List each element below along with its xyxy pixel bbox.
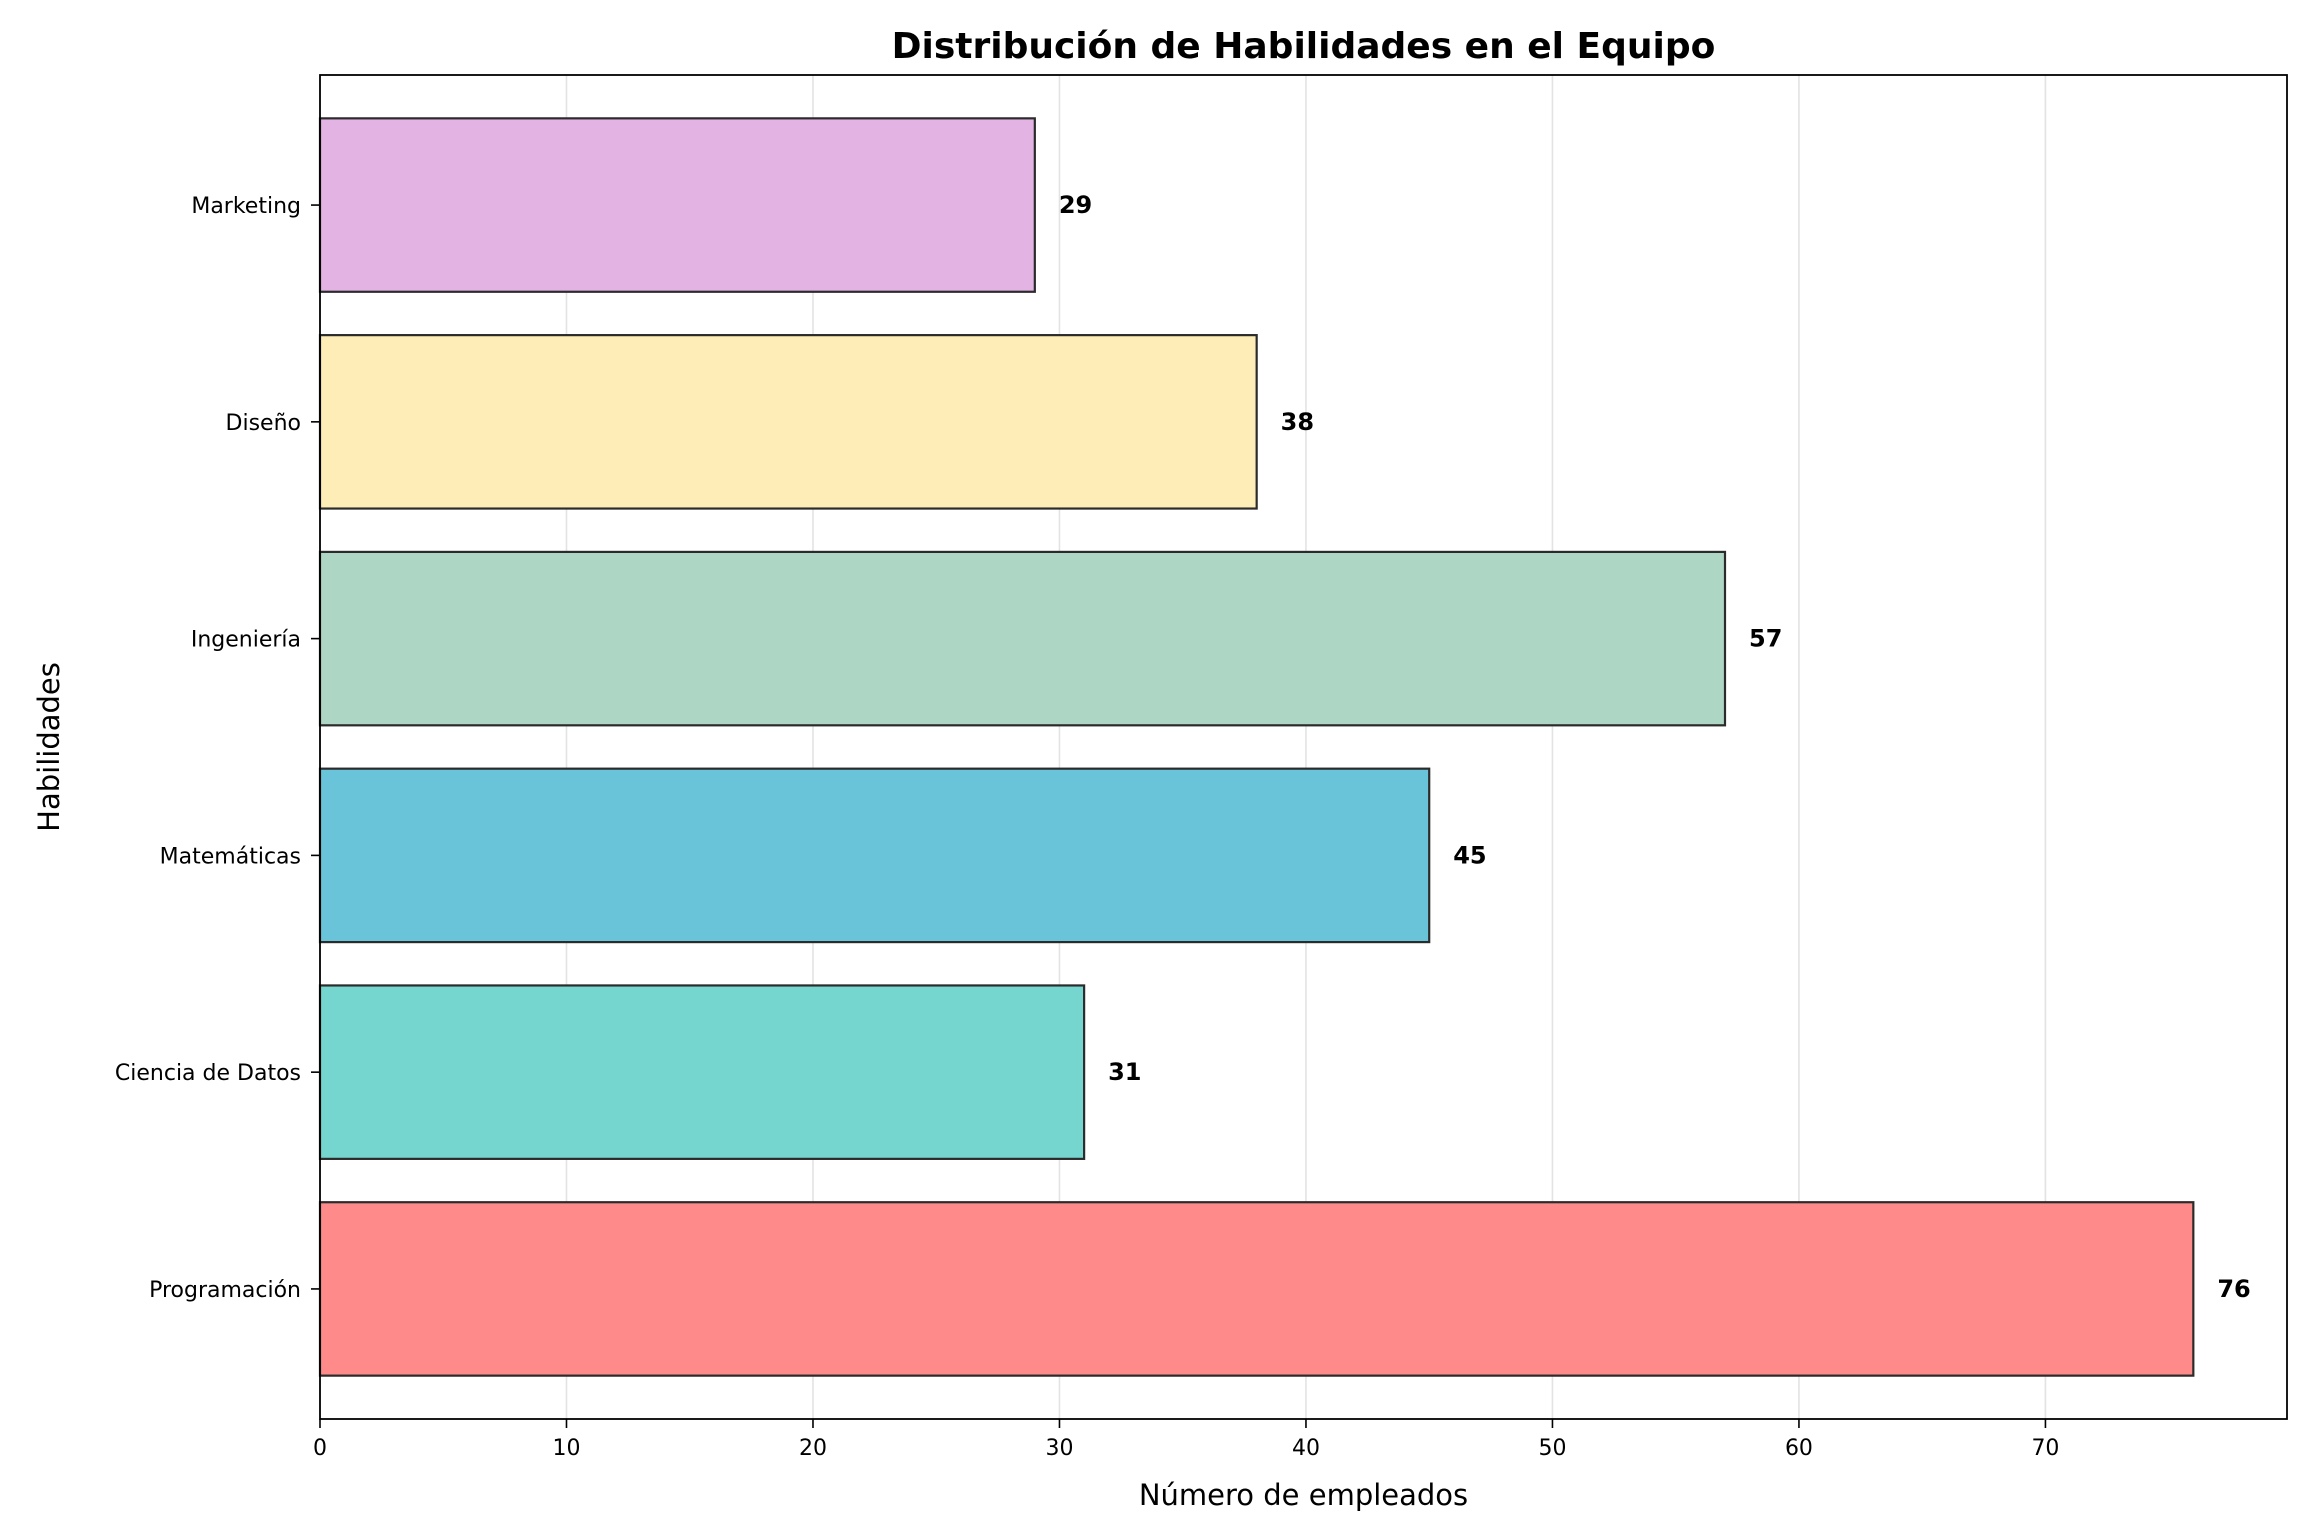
bar — [318, 984, 1086, 1160]
y-tick-label: Programación — [149, 1278, 301, 1303]
bar-value-label: 76 — [2217, 1275, 2250, 1303]
bar-value-label: 45 — [1453, 841, 1486, 869]
y-axis-ticks: Programación Ciencia de Datos Matemáticas I… — [115, 194, 320, 1303]
bar-value-label: 29 — [1059, 191, 1092, 219]
x-axis-label: Número de empleados — [1139, 1478, 1468, 1512]
x-tick-label: 0 — [313, 1436, 327, 1461]
bar-value-label: 38 — [1281, 408, 1314, 436]
x-tick-label: 70 — [2031, 1436, 2059, 1461]
bar-value-label: 57 — [1749, 625, 1782, 653]
bar — [318, 117, 1036, 293]
bar-value-label: 31 — [1108, 1058, 1141, 1086]
x-axis-ticks: 0 10 20 30 40 50 60 70 — [313, 1419, 2059, 1461]
x-tick-label: 20 — [799, 1436, 827, 1461]
plot-frame — [319, 74, 2288, 1420]
y-tick-label: Matemáticas — [160, 844, 301, 869]
x-tick-label: 40 — [1292, 1436, 1320, 1461]
value-labels: 76 31 45 57 38 29 — [1059, 191, 2251, 1303]
x-tick-label: 30 — [1045, 1436, 1073, 1461]
bar — [318, 767, 1431, 944]
bars — [318, 117, 2195, 1377]
y-tick-label: Marketing — [191, 194, 301, 219]
x-tick-label: 10 — [552, 1436, 580, 1461]
bar — [318, 334, 1258, 510]
x-tick-label: 60 — [1785, 1436, 1813, 1461]
chart-title: Distribución de Habilidades en el Equipo — [892, 26, 1716, 67]
x-tick-label: 50 — [1538, 1436, 1566, 1461]
y-tick-label: Ciencia de Datos — [115, 1061, 301, 1086]
y-axis-label: Habilidades — [32, 662, 66, 832]
y-tick-label: Diseño — [226, 411, 301, 436]
bar — [318, 550, 1727, 727]
bar — [318, 1201, 2195, 1377]
y-tick-label: Ingeniería — [191, 628, 301, 653]
